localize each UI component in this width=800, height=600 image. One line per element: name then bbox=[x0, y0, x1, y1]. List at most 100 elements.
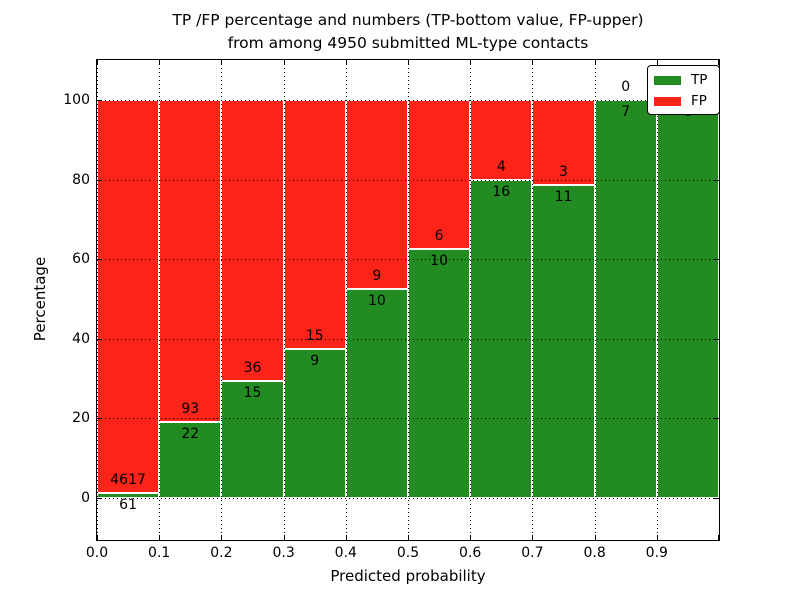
x-tick-mark bbox=[283, 535, 285, 540]
x-tick-mark bbox=[718, 60, 719, 65]
fp-count-label: 9 bbox=[372, 267, 382, 284]
x-tick-mark bbox=[345, 60, 347, 65]
chart-title-line1: TP /FP percentage and numbers (TP-bottom… bbox=[172, 11, 644, 29]
x-gridline bbox=[408, 60, 409, 540]
fp-count-label: 36 bbox=[243, 359, 262, 376]
y-tick-mark bbox=[97, 418, 102, 420]
x-axis-label: Predicted probability bbox=[330, 567, 486, 585]
plot-area: 461761932236151599106104163110706 bbox=[96, 59, 720, 541]
y-tick-mark bbox=[97, 100, 102, 101]
y-tick-label: 40 bbox=[72, 330, 90, 347]
bar-segment-tp bbox=[594, 100, 657, 498]
x-gridline bbox=[470, 60, 472, 540]
legend-row: TP bbox=[648, 70, 719, 91]
y-tick-label: 60 bbox=[72, 251, 90, 268]
y-tick-label: 100 bbox=[63, 92, 90, 108]
x-tick-label: 0.0 bbox=[85, 545, 109, 561]
bar-segment-tp bbox=[159, 421, 222, 498]
x-gridline bbox=[159, 60, 161, 540]
tp-count-label: 7 bbox=[621, 104, 631, 120]
fp-count-label: 3 bbox=[559, 164, 568, 181]
x-tick-mark bbox=[532, 60, 534, 65]
fp-count-label: 4617 bbox=[110, 471, 146, 488]
bar-segment-tp bbox=[470, 179, 533, 498]
tp-count-label: 61 bbox=[119, 496, 138, 513]
x-tick-mark bbox=[345, 535, 347, 540]
y-tick-mark bbox=[97, 338, 102, 340]
x-tick-mark bbox=[283, 60, 285, 65]
bar-segment-fp bbox=[345, 100, 408, 289]
tp-count-label: 10 bbox=[430, 253, 449, 270]
y-tick-mark bbox=[714, 259, 719, 261]
bar-segment-fp bbox=[283, 100, 346, 349]
fp-count-label: 93 bbox=[181, 400, 200, 417]
bar-segment-tp bbox=[408, 249, 471, 498]
bar-segment-tp bbox=[656, 100, 719, 498]
x-tick-label: 0.9 bbox=[645, 545, 668, 561]
legend-swatch-tp bbox=[654, 76, 681, 85]
bar-segment-fp bbox=[159, 100, 222, 422]
tp-count-label: 11 bbox=[554, 189, 573, 206]
legend-label: FP bbox=[691, 93, 707, 109]
y-tick-mark bbox=[714, 179, 719, 181]
x-tick-mark bbox=[408, 60, 409, 65]
y-tick-mark bbox=[714, 498, 719, 499]
x-tick-label: 0.5 bbox=[396, 545, 420, 561]
x-tick-label: 0.2 bbox=[210, 545, 233, 561]
x-tick-label: 0.4 bbox=[334, 545, 357, 561]
x-tick-mark bbox=[221, 535, 223, 540]
legend-swatch-fp bbox=[654, 97, 681, 106]
x-tick-label: 0.7 bbox=[521, 545, 544, 561]
x-tick-mark bbox=[656, 535, 658, 540]
x-tick-mark bbox=[532, 535, 534, 540]
tp-count-label: 22 bbox=[181, 425, 200, 442]
x-tick-mark bbox=[221, 60, 223, 65]
x-tick-mark bbox=[594, 535, 596, 540]
fp-count-label: 0 bbox=[621, 79, 631, 95]
bar-segment-tp bbox=[532, 185, 595, 498]
y-tick-mark bbox=[97, 259, 102, 261]
x-gridline bbox=[97, 60, 98, 540]
bar-segment-fp bbox=[221, 100, 284, 381]
y-tick-mark bbox=[97, 179, 102, 181]
x-tick-mark bbox=[656, 60, 658, 65]
chart-title-line2: from among 4950 submitted ML-type contac… bbox=[227, 34, 589, 52]
x-tick-label: 0.8 bbox=[583, 545, 606, 561]
y-tick-label: 20 bbox=[72, 410, 90, 427]
y-tick-mark bbox=[714, 338, 719, 340]
y-tick-label: 0 bbox=[81, 490, 90, 506]
x-tick-mark bbox=[470, 60, 472, 65]
legend-label: TP bbox=[691, 72, 708, 88]
x-tick-mark bbox=[159, 535, 161, 540]
x-tick-mark bbox=[470, 535, 472, 540]
bar-segment-tp bbox=[283, 348, 346, 498]
x-tick-mark bbox=[159, 60, 161, 65]
fp-count-label: 6 bbox=[434, 228, 444, 245]
x-gridline bbox=[656, 60, 658, 540]
x-gridline bbox=[283, 60, 285, 540]
fp-count-label: 4 bbox=[496, 158, 506, 175]
bar-segment-tp bbox=[345, 288, 408, 498]
chart-title: TP /FP percentage and numbers (TP-bottom… bbox=[97, 9, 719, 55]
y-tick-mark bbox=[714, 418, 719, 420]
x-tick-mark bbox=[97, 535, 98, 540]
tp-count-label: 16 bbox=[492, 183, 511, 200]
tp-count-label: 10 bbox=[367, 292, 386, 309]
y-tick-label: 80 bbox=[72, 171, 90, 188]
bar-segment-fp bbox=[532, 100, 595, 186]
x-gridline bbox=[532, 60, 534, 540]
x-gridline bbox=[221, 60, 223, 540]
x-tick-label: 0.1 bbox=[148, 545, 171, 561]
x-gridline bbox=[594, 60, 596, 540]
x-tick-mark bbox=[594, 60, 596, 65]
x-tick-label: 0.3 bbox=[272, 545, 295, 561]
tp-count-label: 15 bbox=[243, 384, 262, 401]
x-tick-label: 0.6 bbox=[459, 545, 482, 561]
fp-count-label: 15 bbox=[305, 327, 324, 344]
x-tick-mark bbox=[718, 535, 719, 540]
legend: TP FP bbox=[647, 65, 720, 115]
x-tick-mark bbox=[408, 535, 409, 540]
bar-segment-fp bbox=[97, 100, 160, 493]
legend-row: FP bbox=[648, 91, 719, 112]
